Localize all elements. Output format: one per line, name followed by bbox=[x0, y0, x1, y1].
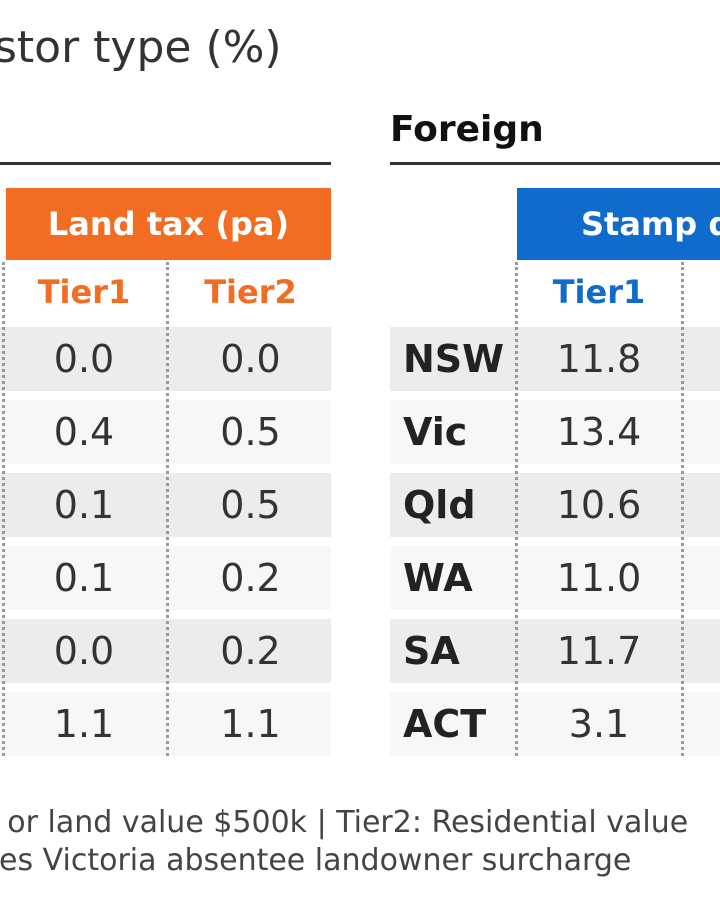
land-tax-tier2-value: 0.5 bbox=[220, 483, 281, 527]
land-tax-tier2-value: 1.1 bbox=[220, 702, 281, 746]
column-separator bbox=[166, 262, 169, 756]
land-tax-tier1-value: 0.1 bbox=[53, 556, 115, 600]
footnote-line-1: x or land value $500k | Tier2: Residenti… bbox=[0, 805, 689, 840]
table-row-right bbox=[390, 327, 720, 391]
land-tax-tier2-value: 0.0 bbox=[220, 337, 281, 381]
stamp-duty-tier1-value: 11.8 bbox=[556, 337, 642, 381]
column-separator bbox=[515, 262, 518, 756]
land-tax-tier1-value: 0.0 bbox=[53, 337, 115, 381]
land-tax-tier2-value: 0.5 bbox=[220, 410, 281, 454]
table-row-left bbox=[0, 619, 331, 683]
land-tax-tier2-value: 0.2 bbox=[220, 629, 281, 673]
land-tax-tier2-value: 0.2 bbox=[220, 556, 281, 600]
column-separator bbox=[2, 262, 5, 756]
stamp-duty-tier1-value: 3.1 bbox=[568, 702, 630, 746]
table-row-left bbox=[0, 400, 331, 464]
land-tax-tier1-header: Tier1 bbox=[37, 273, 131, 311]
foreign-section-rule bbox=[390, 162, 720, 165]
land-tax-tier1-value: 1.1 bbox=[53, 702, 115, 746]
land-tax-tier1-value: 0.1 bbox=[53, 483, 115, 527]
footnote-line-2: des Victoria absentee landowner surcharg… bbox=[0, 843, 632, 878]
table-row-right bbox=[390, 546, 720, 610]
stamp-duty-tier1-value: 11.7 bbox=[556, 629, 642, 673]
land-tax-header: Land tax (pa) bbox=[6, 188, 331, 260]
column-separator bbox=[681, 262, 684, 756]
state-label: NSW bbox=[403, 337, 505, 381]
table-row-right bbox=[390, 400, 720, 464]
stamp-duty-header: Stamp d bbox=[517, 188, 720, 260]
stamp-duty-tier1-value: 13.4 bbox=[556, 410, 642, 454]
state-label: Qld bbox=[403, 483, 476, 527]
table-row-right bbox=[390, 473, 720, 537]
table-row-left bbox=[0, 473, 331, 537]
state-label: WA bbox=[403, 556, 473, 600]
table-row-left bbox=[0, 546, 331, 610]
table-row-right bbox=[390, 619, 720, 683]
left-section-rule bbox=[0, 162, 331, 165]
foreign-section-label: Foreign bbox=[390, 109, 544, 150]
stamp-duty-tier1-value: 10.6 bbox=[556, 483, 642, 527]
table-row-left bbox=[0, 327, 331, 391]
stamp-duty-tier1-value: 11.0 bbox=[556, 556, 642, 600]
table-row-right bbox=[390, 692, 720, 756]
land-tax-tier1-value: 0.4 bbox=[53, 410, 115, 454]
land-tax-tier2-header: Tier2 bbox=[204, 273, 297, 311]
chart-title: stor type (%) bbox=[0, 22, 282, 73]
table-row-left bbox=[0, 692, 331, 756]
stamp-duty-tier1-header: Tier1 bbox=[552, 273, 646, 311]
state-label: Vic bbox=[403, 410, 468, 454]
state-label: SA bbox=[403, 629, 460, 673]
land-tax-tier1-value: 0.0 bbox=[53, 629, 115, 673]
state-label: ACT bbox=[403, 702, 487, 746]
